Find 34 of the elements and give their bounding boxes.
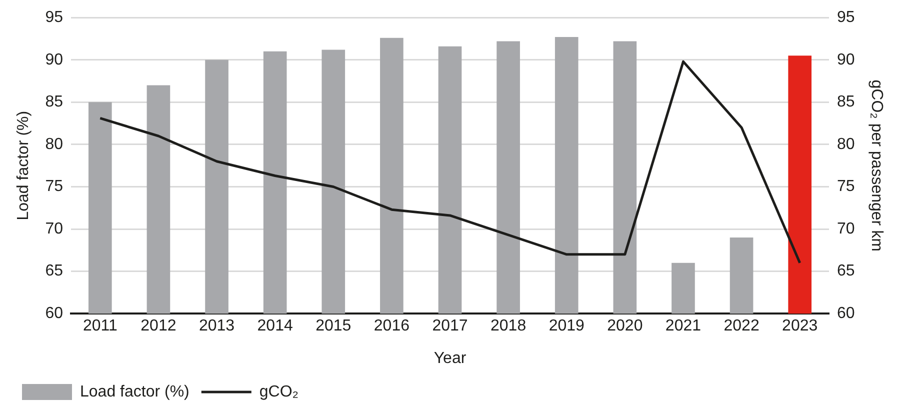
x-tick-label: 2016 xyxy=(374,318,410,335)
y-tick-label: 60 xyxy=(45,305,64,322)
x-tick-label: 2023 xyxy=(782,318,818,335)
x-tick-label: 2022 xyxy=(724,318,760,335)
y-tick-label: 85 xyxy=(45,94,64,111)
y-tick-label: 75 xyxy=(45,178,64,196)
y2-tick-label: 75 xyxy=(837,178,855,196)
x-tick-label: 2014 xyxy=(257,318,293,335)
y2-axis-title: gCO₂ per passenger km xyxy=(868,80,885,252)
y2-tick-label: 60 xyxy=(837,305,855,322)
y2-tick-label: 65 xyxy=(837,262,855,280)
y-tick-label: 90 xyxy=(45,51,64,68)
y-tick-label: 65 xyxy=(45,262,64,280)
x-tick-label: 2021 xyxy=(665,318,702,335)
y-tick-label: 80 xyxy=(45,136,64,153)
x-tick-label: 2011 xyxy=(82,318,118,335)
y2-tick-label: 85 xyxy=(837,94,855,111)
legend-label: Load factor (%) xyxy=(80,383,190,400)
y-axis-title: Load factor (%) xyxy=(15,110,32,220)
legend-label: gCO₂ xyxy=(259,383,298,400)
x-tick-label: 2013 xyxy=(198,318,235,335)
x-tick-label: 2019 xyxy=(548,318,585,335)
y2-tick-label: 90 xyxy=(837,51,855,68)
y-tick-label: 95 xyxy=(45,9,64,26)
x-tick-label: 2017 xyxy=(432,318,468,335)
y2-tick-label: 70 xyxy=(837,220,855,238)
x-tick-label: 2020 xyxy=(607,318,643,335)
y-tick-label: 70 xyxy=(45,220,64,238)
x-tick-label: 2015 xyxy=(316,318,352,335)
y2-tick-label: 95 xyxy=(837,9,855,26)
x-tick-label: 2012 xyxy=(140,318,176,335)
x-axis-title: Year xyxy=(434,350,467,367)
x-tick-label: 2018 xyxy=(490,318,526,335)
y2-tick-label: 80 xyxy=(837,136,855,153)
